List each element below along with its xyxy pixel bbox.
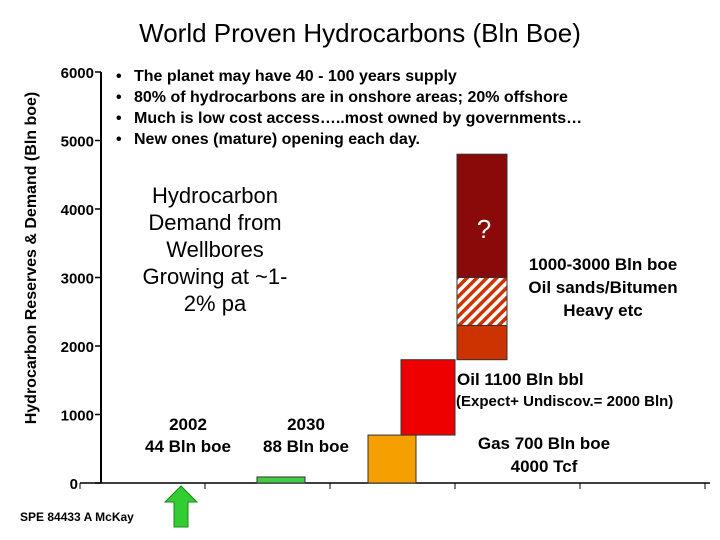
bullet-item: New ones (mature) opening each day. — [116, 129, 582, 150]
year-2030-label: 2030 — [287, 415, 325, 434]
bullet-item: Much is low cost access…..most owned by … — [116, 108, 582, 129]
y-tick-label: 0 — [70, 476, 78, 493]
bullet-list: The planet may have 40 - 100 years suppl… — [116, 66, 582, 150]
bullet-item: 80% of hydrocarbons are in onshore areas… — [116, 87, 582, 108]
unconventional-label: 1000-3000 Bln boe — [528, 255, 678, 274]
unconventional-bar-top — [456, 153, 508, 278]
oil-label: Oil 1100 Bln bbl — [457, 370, 584, 389]
y-tick-label: 1000 — [61, 408, 94, 425]
chart-title: World Proven Hydrocarbons (Bln Boe) — [139, 18, 581, 48]
oil-expected-label: (Expect+ Undiscov.= 2000 Bln) — [456, 393, 674, 410]
year-2030-value: 88 Bln boe — [263, 437, 349, 456]
year-2002-label: 2002 — [169, 415, 207, 434]
unconventional-label-type: Oil sands/Bitumen — [528, 278, 678, 297]
demand-annotation: Hydrocarbon Demand from Wellbores Growin… — [142, 183, 288, 316]
y-tick-label: 3000 — [61, 271, 94, 288]
y-tick-label: 2000 — [61, 339, 94, 356]
oil-bar — [400, 359, 456, 436]
unconventional-label-heavy: Heavy etc — [563, 301, 643, 320]
y-tick-label: 6000 — [61, 65, 94, 82]
unconventional-bar-hatched — [456, 277, 508, 326]
bullet-item: The planet may have 40 - 100 years suppl… — [116, 66, 582, 87]
unconventional-bar-low — [456, 324, 508, 361]
year-2002-value: 44 Bln boe — [145, 437, 231, 456]
gas-label: Gas 700 Bln boe — [477, 434, 611, 453]
arrow-up-icon — [163, 485, 199, 528]
demand-2030-bar — [256, 476, 306, 484]
gas-bar — [367, 434, 417, 484]
gas-label-tcf: 4000 Tcf — [510, 457, 578, 476]
y-axis-label: Hydrocarbon Reserves & Demand (Bln boe) — [23, 91, 40, 425]
source-citation: SPE 84433 A McKay — [20, 510, 134, 524]
y-tick-label: 5000 — [61, 134, 94, 151]
question-mark: ? — [477, 214, 491, 244]
y-tick-label: 4000 — [61, 202, 94, 219]
